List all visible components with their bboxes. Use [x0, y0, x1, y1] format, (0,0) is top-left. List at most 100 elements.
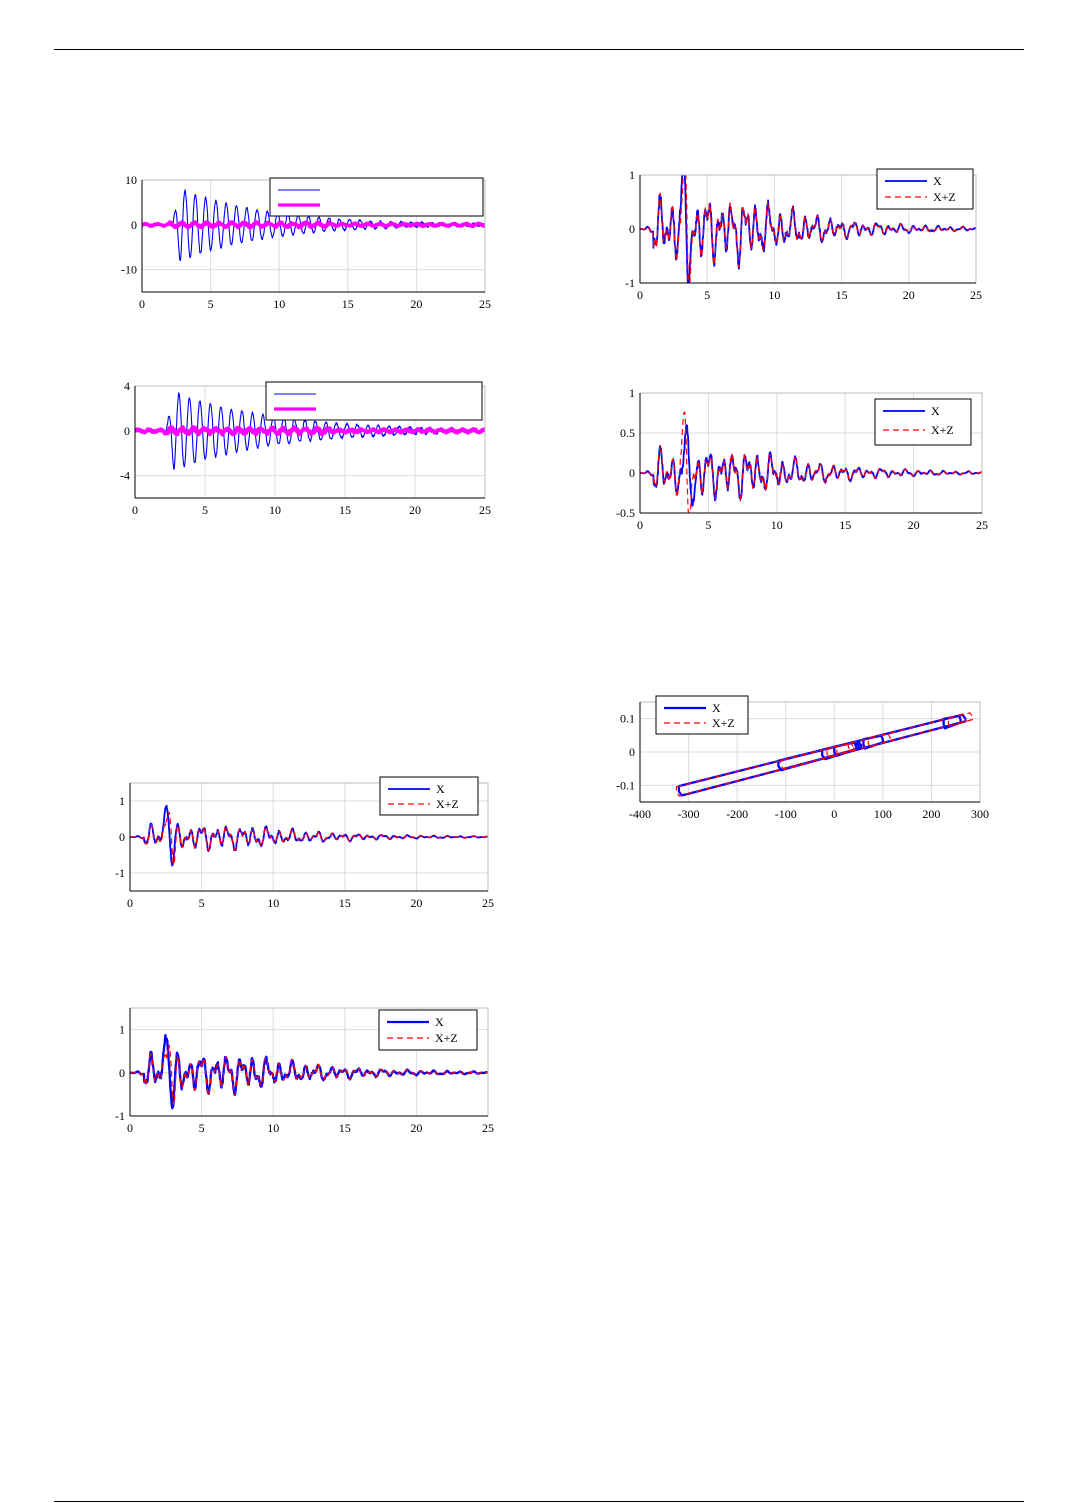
x-tick-label: -100: [775, 807, 797, 821]
legend-label: X+Z: [931, 423, 954, 437]
x-tick-label: 20: [908, 518, 920, 532]
series-X+Z-loop: [947, 714, 966, 728]
x-tick-label: 20: [410, 1121, 422, 1135]
series-X-loop: [820, 740, 863, 761]
legend-box: [655, 695, 749, 735]
y-tick-label: -4: [120, 469, 130, 483]
x-tick-label: 25: [970, 288, 982, 302]
y-tick-label: 0: [119, 1066, 125, 1080]
x-tick-label: 25: [479, 503, 491, 517]
y-tick-label: 0: [629, 222, 635, 236]
x-tick-label: 10: [273, 297, 285, 311]
x-tick-label: 0: [139, 297, 145, 311]
series-line-X+Z: [640, 411, 982, 513]
x-tick-label: 10: [269, 503, 281, 517]
legend-label: X+Z: [933, 190, 956, 204]
x-tick-label: 5: [705, 518, 711, 532]
legend-label: X+Z: [436, 797, 459, 811]
y-tick-label: 0: [124, 424, 130, 438]
y-tick-label: -0.5: [616, 506, 635, 520]
series-line-X+Z: [640, 175, 976, 283]
y-tick-label: -1: [625, 276, 635, 290]
x-tick-label: -300: [678, 807, 700, 821]
x-tick-label: 5: [199, 896, 205, 910]
series-X+Z-loop: [836, 743, 850, 756]
y-tick-label: 10: [125, 173, 137, 187]
x-tick-label: -400: [629, 807, 651, 821]
x-tick-label: 10: [768, 288, 780, 302]
legend-label: X: [712, 701, 721, 715]
series-line-s0: [135, 392, 485, 470]
x-tick-label: 10: [771, 518, 783, 532]
x-tick-label: 5: [208, 297, 214, 311]
x-tick-label: 0: [127, 896, 133, 910]
x-tick-label: 100: [874, 807, 892, 821]
legend-box: [269, 177, 484, 217]
x-tick-label: -200: [726, 807, 748, 821]
y-tick-label: 0: [629, 466, 635, 480]
series-line-s1: [135, 425, 485, 437]
x-tick-label: 15: [339, 503, 351, 517]
y-tick-label: -1: [115, 1109, 125, 1123]
x-tick-label: 5: [199, 1121, 205, 1135]
y-tick-label: 1: [119, 1023, 125, 1037]
x-tick-label: 15: [839, 518, 851, 532]
x-tick-label: 25: [479, 297, 491, 311]
y-tick-label: -10: [121, 263, 137, 277]
x-tick-label: 15: [339, 896, 351, 910]
legend-box: [378, 1009, 478, 1051]
y-tick-label: 0.5: [620, 426, 635, 440]
x-tick-label: 10: [267, 896, 279, 910]
series-X+Z-loop: [867, 733, 891, 748]
legend-label: X+Z: [435, 1031, 458, 1045]
legend-label: X: [933, 174, 942, 188]
series-line-s1: [142, 220, 485, 230]
x-tick-label: 20: [410, 297, 422, 311]
x-tick-label: 20: [903, 288, 915, 302]
y-tick-label: 4: [124, 379, 130, 393]
x-tick-label: 25: [976, 518, 988, 532]
y-tick-label: 1: [629, 168, 635, 182]
page-footer-rule: [54, 1501, 1024, 1502]
legend-box: [876, 168, 974, 210]
x-tick-label: 200: [922, 807, 940, 821]
legend-label: X: [436, 782, 445, 796]
x-tick-label: 0: [831, 807, 837, 821]
y-tick-label: 0.1: [620, 712, 635, 726]
y-tick-label: 1: [629, 386, 635, 400]
y-tick-label: 1: [119, 794, 125, 808]
y-tick-label: 0: [119, 830, 125, 844]
legend-label: X: [435, 1015, 444, 1029]
legend-box: [379, 776, 479, 816]
legend-label: X: [931, 404, 940, 418]
y-tick-label: 0: [629, 745, 635, 759]
legend-label: X+Z: [712, 716, 735, 730]
x-tick-label: 20: [410, 896, 422, 910]
y-tick-label: -0.1: [616, 778, 635, 792]
x-tick-label: 300: [971, 807, 989, 821]
series-line-X+Z: [130, 1044, 488, 1106]
x-tick-label: 15: [836, 288, 848, 302]
legend-box: [265, 381, 483, 421]
x-tick-label: 0: [127, 1121, 133, 1135]
x-tick-label: 25: [482, 1121, 494, 1135]
legend-box: [874, 398, 972, 446]
y-tick-label: -1: [115, 866, 125, 880]
x-tick-label: 0: [637, 288, 643, 302]
x-tick-label: 25: [482, 896, 494, 910]
x-tick-label: 20: [409, 503, 421, 517]
y-tick-label: 0: [131, 218, 137, 232]
x-tick-label: 0: [637, 518, 643, 532]
series-X+Z-loop: [675, 712, 974, 797]
series-line-s0: [142, 189, 485, 262]
chart-hysteresis: -400 -300 -200 -100 0 100 200 300 0.1 0 -0.1 XX+Z: [616, 695, 989, 821]
x-tick-label: 10: [267, 1121, 279, 1135]
series-X+Z-loop: [826, 742, 855, 759]
x-tick-label: 15: [342, 297, 354, 311]
x-tick-label: 15: [339, 1121, 351, 1135]
page-header-rule: [54, 49, 1024, 50]
